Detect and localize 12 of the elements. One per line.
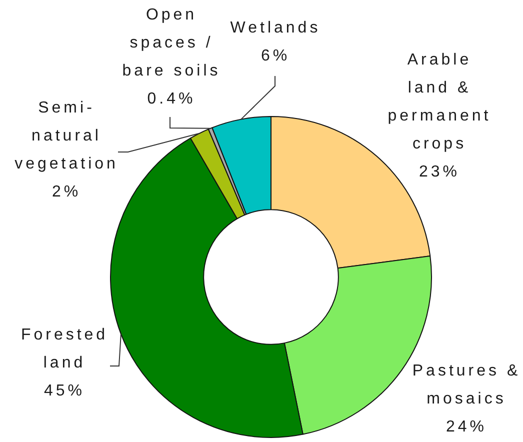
data-label: 24% [446, 418, 488, 436]
data-label: 2% [52, 183, 82, 200]
slice-label: Arable land & permanent crops [388, 51, 492, 152]
slice-label: Semi-natural vegetation [14, 99, 118, 172]
slice-label: Wetlands [230, 19, 321, 36]
slice-label: Open spaces / bare soils [122, 6, 221, 80]
slice-label: Pastures & mosaics [412, 362, 521, 408]
data-label: 23% [418, 163, 460, 180]
data-label: 0.4% [147, 90, 196, 108]
slice-label: Forested land [20, 326, 108, 372]
data-label: 6% [260, 47, 290, 64]
data-label: 45% [44, 382, 86, 400]
